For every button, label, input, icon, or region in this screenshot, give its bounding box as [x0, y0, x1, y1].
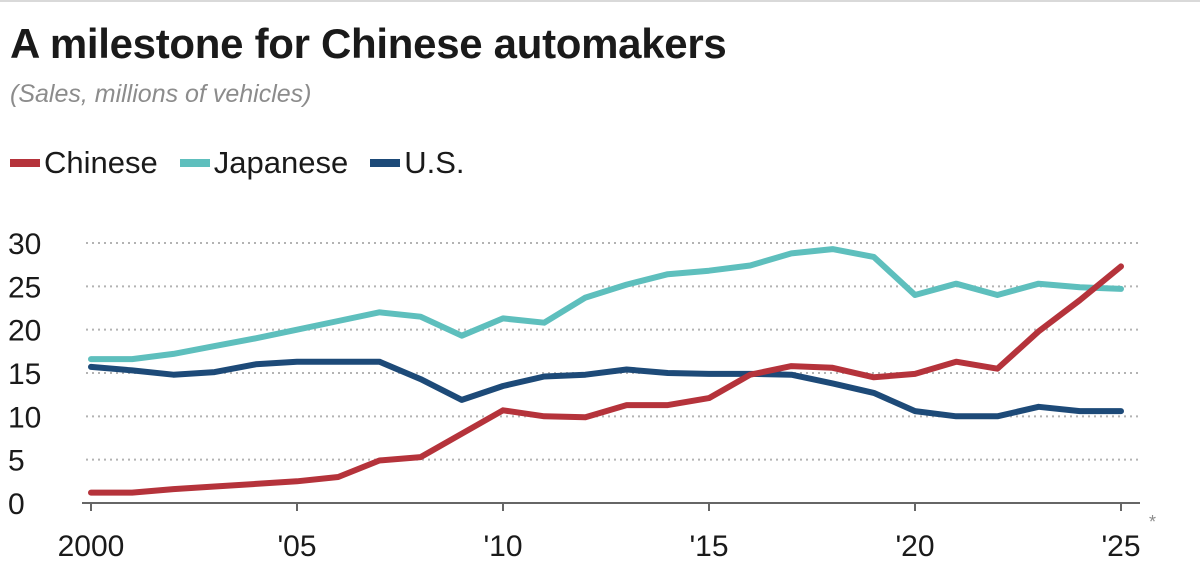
legend: Chinese Japanese U.S.: [10, 145, 487, 181]
y-tick-label-30: 30: [8, 228, 41, 261]
x-tick-label-'25: '25: [1101, 530, 1140, 563]
y-tick-label-10: 10: [8, 401, 41, 434]
legend-swatch-japanese: [179, 159, 210, 167]
x-tick-label-'20: '20: [895, 530, 934, 563]
legend-label-us: U.S.: [404, 145, 465, 180]
top-rule: [0, 0, 1200, 2]
legend-label-chinese: Chinese: [44, 145, 158, 180]
legend-swatch-chinese: [10, 159, 40, 167]
y-tick-label-5: 5: [8, 445, 25, 478]
series-line-chinese: [88, 263, 1124, 496]
x-tick-label-'05: '05: [277, 530, 316, 563]
legend-item-us: U.S.: [370, 145, 465, 181]
y-tick-label-20: 20: [8, 315, 41, 348]
x-tick-label-'10: '10: [483, 530, 522, 563]
y-tick-label-0: 0: [8, 488, 25, 521]
y-tick-label-15: 15: [8, 358, 41, 391]
x-tick-label-'15: '15: [689, 530, 728, 563]
x-footnote-mark: *: [1149, 512, 1156, 532]
x-tick-label-2000: 2000: [58, 530, 125, 563]
series-line-japanese: [88, 246, 1124, 363]
legend-item-chinese: Chinese: [10, 145, 158, 181]
chart-subtitle: (Sales, millions of vehicles): [10, 80, 312, 108]
legend-item-japanese: Japanese: [179, 145, 349, 181]
y-tick-label-25: 25: [8, 271, 41, 304]
chart-title: A milestone for Chinese automakers: [10, 20, 727, 67]
legend-label-japanese: Japanese: [213, 145, 349, 180]
legend-swatch-us: [370, 159, 401, 167]
series-line-us: [88, 358, 1124, 420]
